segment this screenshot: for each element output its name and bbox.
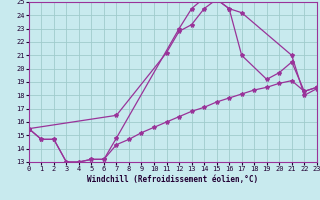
X-axis label: Windchill (Refroidissement éolien,°C): Windchill (Refroidissement éolien,°C) (87, 175, 258, 184)
